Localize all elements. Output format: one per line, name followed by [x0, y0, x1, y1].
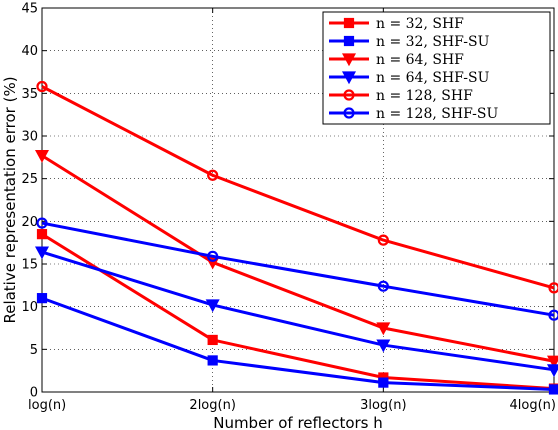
series-1 — [36, 293, 558, 395]
legend-label: n = 128, SHF — [376, 88, 473, 104]
data-point — [548, 309, 558, 321]
legend-entry: n = 128, SHF-SU — [329, 106, 498, 122]
data-point — [376, 322, 391, 336]
data-point — [377, 234, 389, 246]
legend-label: n = 64, SHF — [376, 52, 464, 68]
legend: n = 32, SHF n = 32, SHF-SU n = 64, SHF n = … — [322, 11, 551, 125]
legend-marker — [343, 35, 355, 47]
x-tick-label: 2log(n) — [189, 398, 235, 413]
series-line — [41, 154, 555, 363]
series-line — [41, 221, 555, 317]
y-tick-label: 40 — [21, 44, 38, 59]
legend-marker — [343, 89, 355, 101]
series-line — [41, 250, 555, 372]
y-tick-label: 0 — [30, 386, 38, 401]
y-tick-label: 30 — [21, 130, 38, 145]
series-line — [41, 85, 555, 290]
legend-box — [322, 11, 551, 125]
axes: 0 5 10 15 20 25 30 35 40 45 log(n) 2log(n) 3log(n) 4l… — [21, 2, 556, 414]
data-point — [34, 246, 50, 260]
series-5 — [36, 217, 558, 321]
y-tick-label: 10 — [21, 300, 38, 315]
plot-frame — [41, 7, 555, 393]
data-point — [207, 250, 219, 262]
data-point — [34, 150, 50, 163]
y-tick-label: 5 — [30, 343, 38, 358]
y-tick-label: 45 — [21, 2, 38, 17]
series-line — [41, 296, 555, 391]
legend-entry: n = 32, SHF — [329, 16, 464, 32]
y-tick-label: 25 — [21, 172, 38, 187]
legend-label: n = 128, SHF-SU — [376, 106, 498, 122]
data-point — [205, 299, 220, 313]
legend-entry: n = 32, SHF-SU — [329, 34, 490, 50]
legend-entry: n = 128, SHF — [329, 88, 473, 104]
legend-entry: n = 64, SHF — [329, 52, 464, 68]
series-2 — [34, 150, 558, 369]
data-point — [36, 80, 48, 93]
series-group — [34, 80, 558, 395]
data-point — [36, 229, 48, 240]
data-point — [207, 169, 219, 181]
data-point — [548, 384, 558, 395]
x-tick-label: 3log(n) — [360, 398, 406, 413]
legend-marker — [341, 71, 357, 85]
legend-label: n = 32, SHF-SU — [376, 34, 490, 50]
y-axis-label: Relative representation error (%) — [1, 76, 19, 323]
y-tick-label: 35 — [21, 87, 38, 102]
data-point — [546, 364, 558, 378]
x-tick-label: 4log(n) — [510, 398, 556, 413]
data-point — [207, 334, 218, 346]
series-line — [41, 232, 555, 391]
data-point — [36, 293, 48, 304]
data-point — [376, 339, 391, 353]
data-point — [378, 377, 389, 388]
y-tick-label: 15 — [21, 258, 38, 273]
x-axis-label: Number of reflectors h — [213, 414, 383, 430]
data-point — [377, 280, 389, 292]
series-3 — [34, 246, 558, 378]
data-point — [548, 282, 558, 294]
legend-label: n = 64, SHF-SU — [376, 70, 490, 86]
y-tick-label: 20 — [21, 215, 38, 230]
data-point — [207, 355, 218, 366]
series-4 — [36, 80, 558, 294]
legend-marker — [343, 17, 355, 29]
legend-label: n = 32, SHF — [376, 16, 464, 32]
grid-lines — [42, 8, 554, 392]
legend-marker — [341, 53, 357, 67]
legend-marker — [343, 107, 355, 119]
legend-entry: n = 64, SHF-SU — [329, 70, 490, 86]
data-point — [36, 217, 48, 229]
x-tick-label: log(n) — [28, 398, 66, 413]
